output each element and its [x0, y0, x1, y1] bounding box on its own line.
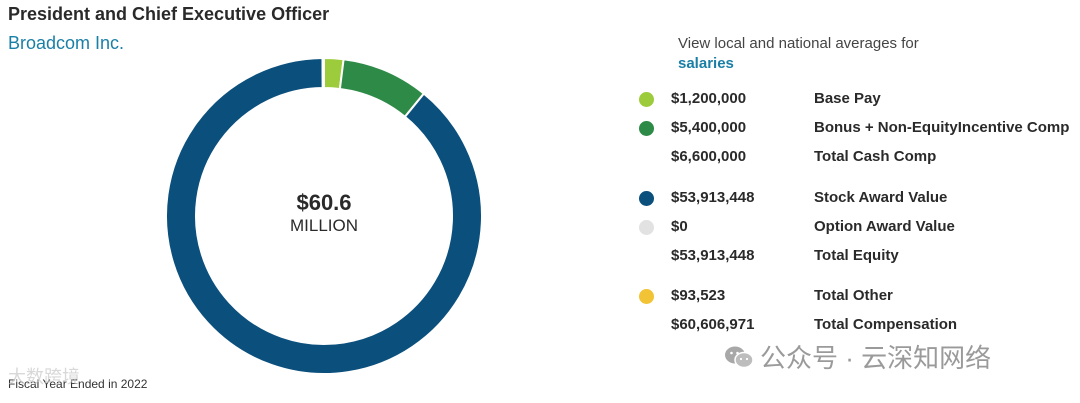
company-link[interactable]: Broadcom Inc.: [8, 33, 125, 53]
legend-row-total-equity: $53,913,448 Total Equity: [0, 246, 1080, 268]
legend-row-option-award: $0 Option Award Value: [0, 217, 1080, 239]
legend-row-base-pay: $1,200,000 Base Pay: [0, 89, 1080, 111]
total-unit: MILLION: [289, 216, 359, 235]
legend-amount: $0: [671, 218, 688, 235]
stock-award-swatch-icon: [639, 191, 654, 206]
total-amount: $60.6: [296, 190, 352, 215]
legend-label: Base Pay: [814, 90, 881, 107]
legend-row-total-other: $93,523 Total Other: [0, 286, 1080, 308]
donut-slice-stock-award-value: [165, 56, 483, 375]
legend-row-stock-award: $53,913,448 Stock Award Value: [0, 188, 1080, 210]
legend-label: Stock Award Value: [814, 189, 948, 206]
legend-amount: $5,400,000: [671, 119, 747, 136]
legend-row-bonus: $5,400,000 Bonus + Non-EquityIncentive C…: [0, 118, 1080, 140]
legend-label: Total Other: [814, 287, 893, 304]
watermark-text: 公众号 · 云深知网络: [760, 343, 992, 373]
averages-prompt: View local and national averages for sal…: [678, 34, 919, 74]
legend-amount: $93,523: [671, 287, 726, 304]
legend-label: Option Award Value: [814, 218, 955, 235]
wechat-icon: [724, 344, 754, 377]
averages-prompt-text: View local and national averages for: [678, 35, 919, 52]
legend-row-total-cash: $6,600,000 Total Cash Comp: [0, 147, 1080, 169]
bonus-swatch-icon: [639, 121, 654, 136]
salaries-link[interactable]: salaries: [678, 55, 734, 72]
compensation-donut-chart: [165, 56, 483, 375]
legend-label: Total Cash Comp: [814, 148, 937, 165]
legend-amount: $1,200,000: [671, 90, 747, 107]
page-title: President and Chief Executive Officer: [8, 4, 330, 24]
legend-row-total-compensation: $60,606,971 Total Compensation: [0, 315, 1080, 337]
base-pay-swatch-icon: [639, 92, 654, 107]
legend-label: Total Equity: [814, 247, 899, 264]
legend-label: Bonus + Non-EquityIncentive Comp: [814, 119, 1070, 136]
legend-amount: $53,913,448: [671, 189, 755, 206]
legend-amount: $60,606,971: [671, 316, 755, 333]
fiscal-year-note: Fiscal Year Ended in 2022: [8, 377, 148, 391]
legend-amount: $53,913,448: [671, 247, 755, 264]
option-award-swatch-icon: [639, 220, 654, 235]
donut-slice-total-other: [321, 56, 325, 90]
total-other-swatch-icon: [639, 289, 654, 304]
legend-amount: $6,600,000: [671, 148, 747, 165]
watermark: 公众号 · 云深知网络: [724, 338, 991, 377]
legend-label: Total Compensation: [814, 316, 958, 333]
watermark-logo-text: 大数跨境: [8, 367, 80, 387]
